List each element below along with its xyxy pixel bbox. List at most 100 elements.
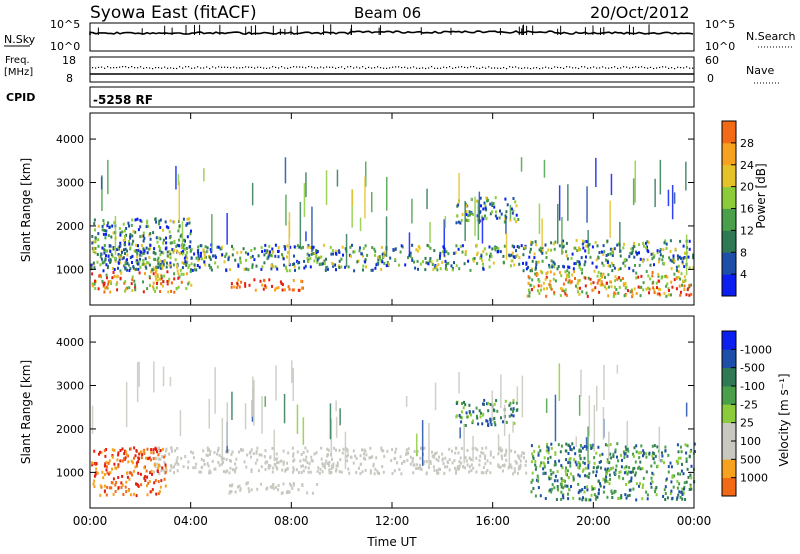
scatter-cell: [455, 244, 458, 248]
scatter-streak: [285, 194, 287, 226]
scatter-cell: [148, 456, 151, 460]
scatter-cell: [688, 293, 691, 297]
scatter-cell: [664, 492, 667, 495]
nave-point: [329, 66, 331, 68]
scatter-cell: [155, 236, 158, 240]
scatter-cell: [119, 231, 122, 235]
scatter-cell: [122, 457, 125, 461]
scatter-cell: [369, 446, 372, 450]
scatter-cell: [602, 244, 605, 248]
scatter-cell: [159, 449, 162, 452]
scatter-cell: [619, 470, 622, 474]
station-title: Syowa East (fitACF): [90, 3, 257, 23]
scatter-cell: [163, 274, 166, 278]
scatter-cell: [599, 453, 601, 457]
scatter-cell: [301, 484, 304, 487]
scatter-cell: [94, 287, 97, 290]
scatter-cell: [567, 461, 570, 465]
scatter-cell: [270, 253, 273, 257]
scatter-cell: [189, 269, 192, 273]
nave-point: [608, 67, 610, 69]
scatter-cell: [615, 288, 618, 291]
scatter-cell: [159, 218, 162, 222]
scatter-cell: [344, 265, 347, 269]
scatter-cell: [161, 455, 164, 459]
scatter-cell: [431, 454, 434, 458]
scatter-streak: [226, 213, 228, 245]
scatter-cell: [363, 452, 365, 456]
scatter-cell: [124, 267, 127, 271]
scatter-cell: [135, 482, 137, 486]
nave-point: [431, 66, 433, 68]
scatter-cell: [577, 482, 580, 486]
scatter-cell: [124, 280, 127, 284]
scatter-cell: [378, 255, 381, 259]
scatter-streak: [162, 366, 165, 387]
scatter-cell: [156, 450, 158, 454]
scatter-cell: [260, 267, 263, 271]
nave-point: [512, 66, 514, 68]
scatter-cell: [667, 453, 670, 457]
freq-label-top: Freq.: [5, 55, 30, 66]
scatter-cell: [641, 258, 644, 262]
power-ylabel: Slant Range [km]: [19, 158, 33, 262]
scatter-cell: [399, 250, 402, 254]
scatter-cell: [168, 250, 171, 254]
nave-point: [524, 67, 526, 69]
scatter-cell: [354, 454, 357, 458]
nave-point: [374, 67, 376, 69]
colorbar-tick-label: 25: [740, 417, 754, 430]
scatter-cell: [573, 270, 576, 274]
colorbar-tick-label: 500: [740, 453, 761, 466]
scatter-cell: [562, 244, 565, 248]
scatter-cell: [562, 479, 565, 482]
scatter-cell: [273, 462, 276, 466]
scatter-cell: [484, 214, 486, 218]
scatter-cell: [504, 453, 507, 457]
scatter-cell: [439, 251, 442, 255]
scatter-cell: [307, 244, 310, 248]
scatter-cell: [458, 464, 461, 468]
scatter-cell: [656, 251, 659, 255]
scatter-cell: [413, 260, 415, 264]
scatter-streak: [474, 196, 476, 236]
scatter-cell: [459, 221, 462, 225]
scatter-cell: [261, 265, 264, 269]
scatter-cell: [186, 222, 189, 226]
scatter-streak: [538, 203, 541, 234]
nave-point: [467, 67, 469, 69]
scatter-cell: [293, 483, 295, 487]
scatter-cell: [106, 276, 108, 280]
scatter-cell: [111, 276, 114, 280]
scatter-cell: [93, 479, 96, 483]
scatter-cell: [154, 465, 157, 468]
scatter-cell: [166, 254, 169, 258]
scatter-cell: [93, 266, 96, 270]
scatter-cell: [139, 225, 142, 229]
scatter-cell: [133, 456, 135, 460]
scatter-cell: [222, 469, 225, 473]
scatter-cell: [269, 485, 272, 489]
nave-point: [269, 67, 271, 69]
scatter-cell: [539, 269, 542, 273]
scatter-cell: [656, 249, 659, 253]
scatter-cell: [509, 463, 512, 467]
scatter-cell: [313, 252, 316, 256]
colorbar-tick-label: 24: [740, 159, 754, 172]
scatter-cell: [463, 262, 466, 266]
nave-point: [617, 67, 619, 69]
scatter-cell: [551, 265, 554, 269]
scatter-cell: [156, 279, 159, 283]
nave-label: Nave: [746, 64, 774, 77]
scatter-cell: [679, 456, 682, 460]
scatter-streak: [464, 200, 466, 241]
scatter-cell: [531, 269, 533, 273]
scatter-cell: [457, 451, 460, 455]
scatter-cell: [686, 444, 689, 448]
scatter-cell: [148, 256, 151, 259]
scatter-cell: [284, 245, 286, 249]
scatter-cell: [255, 264, 258, 268]
scatter-cell: [482, 262, 484, 266]
scatter-cell: [155, 492, 158, 496]
nave-point: [488, 66, 490, 68]
